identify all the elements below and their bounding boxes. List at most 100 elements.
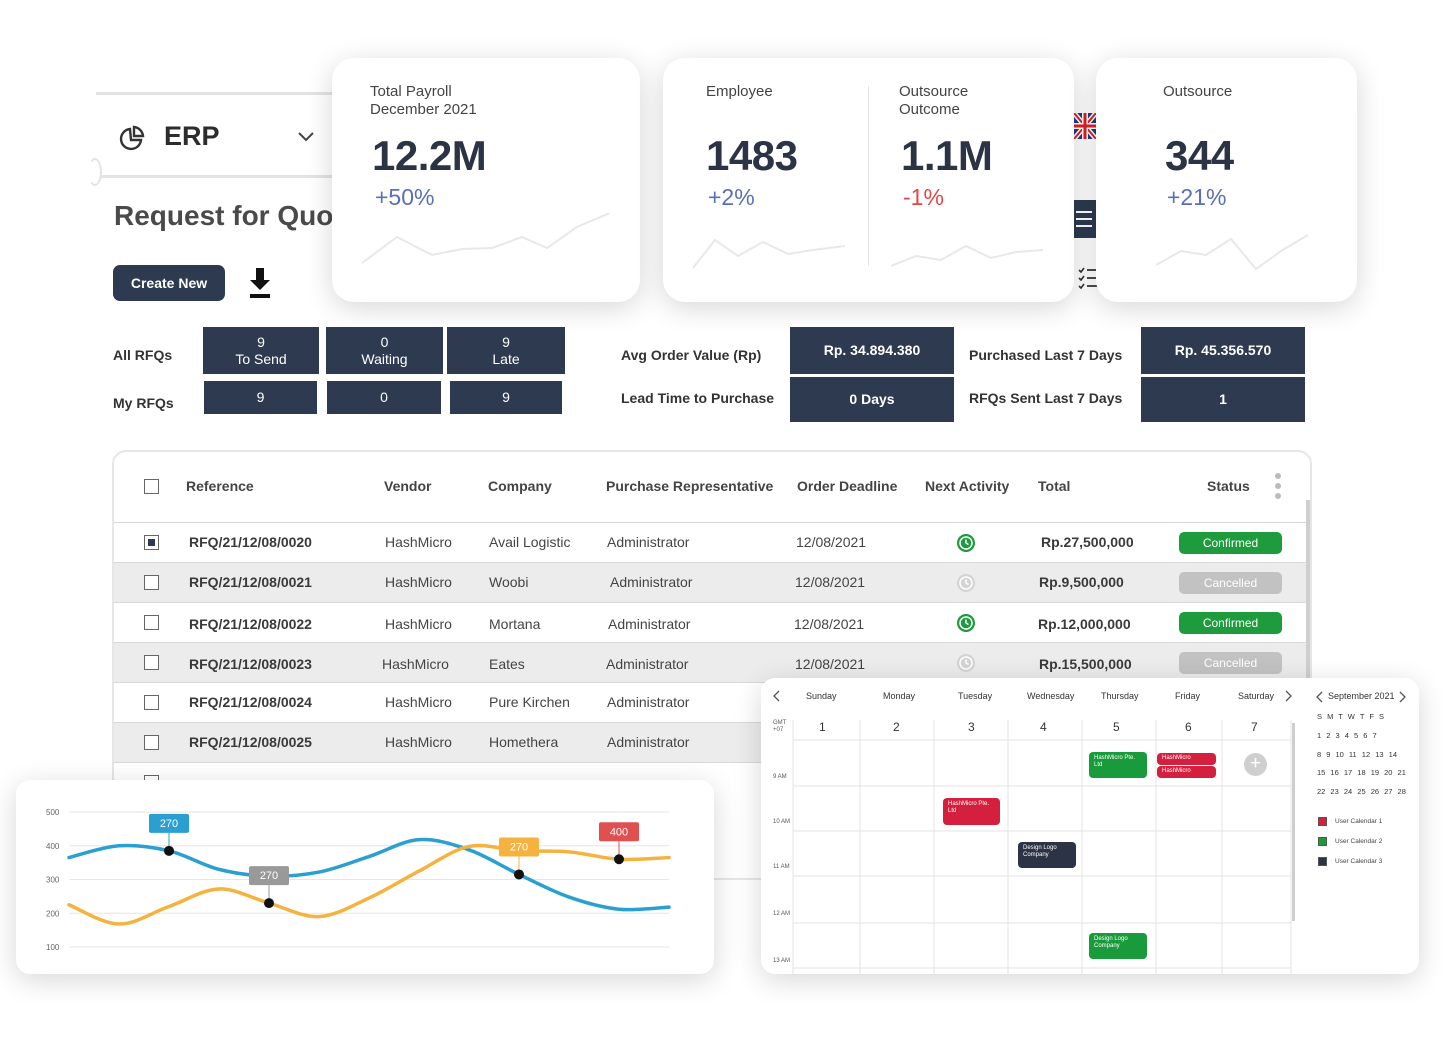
calendar-event[interactable]: Design Logo Company	[1089, 933, 1147, 959]
col-next-activity[interactable]: Next Activity	[925, 478, 1010, 494]
chevron-down-icon[interactable]	[297, 130, 315, 148]
calendar-event[interactable]: HashMicro Pte. Ltd	[943, 798, 1000, 825]
date-number[interactable]: 5	[1113, 720, 1120, 734]
cell-vendor: HashMicro	[385, 574, 452, 590]
table-row[interactable]: RFQ/21/12/08/0023 HashMicro Eates Admini…	[114, 642, 1306, 682]
row-checkbox[interactable]	[144, 535, 159, 550]
timezone-label: GMT +07	[773, 720, 787, 733]
chevron-right-icon[interactable]	[1398, 691, 1406, 703]
status-badge: Cancelled	[1179, 652, 1282, 674]
day-header: Saturday	[1238, 691, 1275, 701]
chevron-left-icon[interactable]	[773, 690, 781, 702]
cell-reference[interactable]: RFQ/21/12/08/0022	[189, 616, 312, 632]
stat-late[interactable]: 9 Late	[447, 327, 565, 374]
col-status[interactable]: Status	[1207, 478, 1250, 494]
y-tick-label: 100	[46, 943, 60, 952]
my-stat-to-send[interactable]: 9	[204, 381, 317, 414]
table-row[interactable]: RFQ/21/12/08/0022 HashMicro Mortana Admi…	[114, 602, 1306, 642]
day-header: Sunday	[806, 691, 837, 701]
clock-icon[interactable]	[956, 653, 976, 673]
calendar-event[interactable]: HashMicro	[1157, 766, 1216, 778]
callout-box	[499, 837, 539, 857]
date-number[interactable]: 3	[968, 720, 975, 734]
kpi-delta: +2%	[708, 184, 755, 210]
legend-label: User Calendar 3	[1335, 858, 1383, 865]
my-stat-late[interactable]: 9	[450, 381, 562, 414]
row-checkbox[interactable]	[144, 695, 159, 710]
date-number[interactable]: 2	[893, 720, 900, 734]
purchased-label: Purchased Last 7 Days	[969, 347, 1123, 363]
date-number[interactable]: 7	[1251, 720, 1258, 734]
mini-week[interactable]: 15 16 17 18 19 20 21	[1317, 768, 1406, 777]
my-stat-waiting[interactable]: 0	[327, 381, 441, 414]
cell-reference[interactable]: RFQ/21/12/08/0023	[189, 656, 312, 672]
legend-swatch[interactable]	[1318, 837, 1327, 846]
mini-week[interactable]: 8 9 10 11 12 13 14	[1317, 750, 1397, 759]
calendar-event[interactable]: Design Logo Company	[1018, 842, 1076, 868]
cell-reference[interactable]: RFQ/21/12/08/0021	[189, 574, 312, 590]
mini-week[interactable]: 1 2 3 4 5 6 7	[1317, 731, 1377, 740]
day-header: Friday	[1175, 691, 1201, 701]
callout-label: 270	[160, 818, 178, 830]
cell-deadline: 12/08/2021	[794, 616, 865, 632]
kpi-value: 12.2M	[372, 132, 487, 179]
sparkline	[891, 244, 1044, 267]
day-header: Thursday	[1101, 691, 1139, 701]
chevron-right-icon[interactable]	[1284, 690, 1292, 702]
col-vendor[interactable]: Vendor	[384, 478, 432, 494]
more-options-icon[interactable]	[1274, 472, 1282, 505]
stat-label: Late	[492, 350, 520, 367]
app-name: ERP	[164, 121, 220, 151]
kpi-delta: +21%	[1167, 184, 1227, 210]
table-row[interactable]: RFQ/21/12/08/0020 HashMicro Avail Logist…	[114, 522, 1306, 562]
legend-swatch[interactable]	[1318, 817, 1327, 826]
menu-toggle-button[interactable]	[1072, 200, 1098, 238]
cell-reference[interactable]: RFQ/21/12/08/0025	[189, 734, 312, 750]
row-checkbox[interactable]	[144, 735, 159, 750]
date-number[interactable]: 1	[819, 720, 826, 734]
add-event-button[interactable]: +	[1244, 753, 1267, 776]
col-reference[interactable]: Reference	[186, 478, 254, 494]
callout-label: 270	[260, 870, 278, 882]
select-all-checkbox[interactable]	[144, 479, 159, 494]
col-company[interactable]: Company	[488, 478, 552, 494]
pie-chart-icon	[118, 124, 146, 157]
calendar-event[interactable]: HashMicro	[1157, 753, 1216, 765]
erp-module-selector[interactable]	[96, 92, 336, 178]
col-purchase-rep[interactable]: Purchase Representative	[606, 478, 774, 494]
download-icon[interactable]	[246, 266, 274, 305]
cell-total: Rp.12,000,000	[1038, 616, 1131, 632]
purchased-value: Rp. 45.356.570	[1141, 327, 1305, 374]
row-checkbox[interactable]	[144, 575, 159, 590]
calendar-event[interactable]: HashMicro Pte. Ltd	[1089, 752, 1147, 778]
create-new-button[interactable]: Create New	[113, 265, 225, 301]
table-row[interactable]: RFQ/21/12/08/0021 HashMicro Woobi Admini…	[114, 562, 1306, 602]
kpi-delta: -1%	[903, 184, 944, 210]
row-checkbox[interactable]	[144, 655, 159, 670]
date-number[interactable]: 6	[1185, 720, 1192, 734]
clock-icon[interactable]	[956, 613, 976, 633]
uk-flag-icon[interactable]	[1072, 111, 1098, 144]
legend-swatch[interactable]	[1318, 857, 1327, 866]
cell-reference[interactable]: RFQ/21/12/08/0020	[189, 534, 312, 550]
mini-calendar-month: September 2021	[1328, 691, 1395, 701]
col-order-deadline[interactable]: Order Deadline	[797, 478, 898, 494]
callout-box	[249, 866, 289, 886]
table-row[interactable]: RFQ/21/12/08/0024 HashMicro Pure Kirchen…	[114, 682, 1306, 722]
page-title: Request for Quot	[114, 200, 343, 231]
day-header: Tuesday	[958, 691, 993, 701]
sparkline	[693, 238, 846, 269]
chevron-left-icon[interactable]	[1316, 691, 1324, 703]
stat-to-send[interactable]: 9 To Send	[203, 327, 319, 374]
clock-icon[interactable]	[956, 533, 976, 553]
legend-label: User Calendar 2	[1335, 838, 1383, 845]
cell-reference[interactable]: RFQ/21/12/08/0024	[189, 694, 312, 710]
col-total[interactable]: Total	[1038, 478, 1071, 494]
row-checkbox[interactable]	[144, 615, 159, 630]
date-number[interactable]: 4	[1040, 720, 1047, 734]
calendar-grid	[792, 720, 1295, 974]
clock-icon[interactable]	[956, 573, 976, 593]
cell-company: Eates	[489, 656, 525, 672]
mini-week[interactable]: 22 23 24 25 26 27 28	[1317, 787, 1406, 796]
stat-waiting[interactable]: 0 Waiting	[326, 327, 443, 374]
